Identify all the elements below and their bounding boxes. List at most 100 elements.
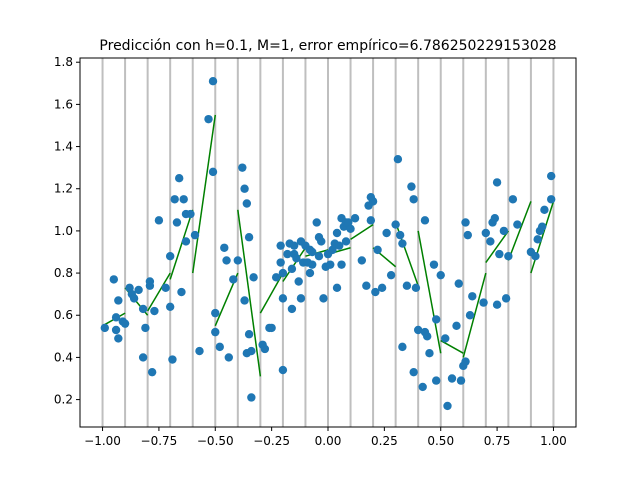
data-point-47	[240, 184, 249, 193]
data-point-22	[165, 302, 175, 312]
x-axis: −1.00 −0.75 −0.50 −0.25 0.00 0.25 0.50 0.75 1.00	[84, 427, 567, 448]
data-point-118	[398, 342, 407, 352]
data-point-64	[278, 365, 288, 375]
data-point-62	[278, 268, 288, 278]
data-point-81	[308, 247, 317, 257]
data-point-130	[429, 260, 439, 269]
data-point-26	[175, 173, 184, 183]
fit-segment-18	[507, 201, 532, 261]
data-point-48	[242, 199, 252, 208]
x-tick-label-0: −1.00	[84, 434, 121, 448]
data-point-163	[537, 222, 547, 231]
data-point-148	[486, 237, 495, 246]
y-tick-label-0: 0.2	[54, 393, 73, 407]
data-point-67	[287, 304, 297, 314]
data-point-158	[513, 220, 522, 229]
data-point-133	[436, 270, 445, 280]
data-point-144	[465, 311, 475, 320]
data-point-107	[366, 216, 376, 225]
data-point-7	[120, 319, 130, 328]
data-point-89	[326, 260, 335, 269]
data-point-115	[393, 155, 403, 164]
data-point-83	[314, 252, 324, 261]
data-point-31	[186, 209, 195, 219]
data-point-141	[461, 357, 470, 366]
fit-segment-4	[191, 114, 217, 274]
fit-segment-16	[462, 272, 487, 358]
fit-segment-2	[146, 272, 171, 312]
data-point-121	[409, 195, 418, 204]
fit-segment-8	[282, 247, 307, 282]
data-point-116	[395, 230, 405, 240]
data-point-152	[492, 300, 502, 309]
data-point-5	[114, 334, 123, 343]
data-point-100	[344, 218, 353, 227]
data-point-45	[238, 163, 247, 172]
data-point-139	[456, 376, 466, 385]
data-point-150	[490, 214, 500, 223]
partition-lines	[101, 58, 555, 427]
data-point-143	[463, 230, 472, 240]
data-point-42	[224, 353, 233, 362]
fit-segment-14	[417, 230, 442, 354]
data-point-138	[454, 279, 463, 288]
plot-area	[100, 58, 556, 427]
data-point-113	[386, 270, 396, 280]
y-tick-label-5: 1.2	[54, 182, 73, 196]
data-point-99	[341, 237, 351, 246]
data-point-114	[391, 220, 400, 229]
data-point-108	[368, 197, 378, 206]
data-point-125	[418, 382, 427, 392]
data-point-73	[296, 294, 306, 303]
fit-segment-3	[169, 209, 194, 280]
data-point-80	[308, 260, 317, 269]
data-point-46	[240, 296, 249, 305]
data-point-166	[547, 195, 556, 204]
data-point-109	[371, 287, 380, 297]
data-point-72	[294, 277, 303, 286]
x-tick-label-7: 0.75	[484, 434, 511, 448]
x-tick-label-1: −0.75	[141, 434, 178, 448]
x-tick-label-3: −0.25	[253, 434, 290, 448]
fit-segment-11	[350, 223, 374, 240]
data-point-85	[317, 237, 326, 246]
data-point-50	[244, 330, 254, 339]
data-point-39	[215, 342, 224, 352]
data-point-86	[319, 294, 328, 303]
data-point-29	[181, 237, 191, 246]
data-point-19	[154, 216, 164, 225]
data-point-2	[111, 313, 121, 322]
data-point-71	[292, 254, 301, 263]
data-point-124	[413, 325, 423, 335]
data-point-93	[332, 228, 342, 238]
data-point-117	[398, 239, 407, 248]
data-point-37	[211, 327, 220, 337]
data-point-160	[531, 252, 540, 261]
data-point-65	[283, 249, 292, 259]
data-point-52	[247, 393, 256, 402]
data-point-92	[332, 283, 342, 293]
data-point-110	[373, 245, 382, 255]
data-point-165	[547, 171, 556, 181]
data-point-61	[276, 258, 285, 267]
data-point-94	[335, 241, 344, 250]
data-point-136	[447, 374, 457, 383]
data-point-112	[382, 228, 391, 238]
data-point-151	[492, 178, 502, 187]
data-point-41	[222, 256, 231, 265]
y-tick-label-7: 1.6	[54, 97, 73, 111]
data-point-53	[247, 346, 256, 356]
data-point-155	[501, 294, 511, 303]
data-point-23	[168, 355, 177, 364]
data-point-25	[172, 218, 182, 227]
data-point-54	[249, 273, 258, 282]
data-point-96	[337, 260, 346, 269]
x-tick-label-5: 0.25	[371, 434, 398, 448]
x-tick-label-4: 0.00	[315, 434, 342, 448]
data-point-21	[165, 252, 175, 261]
data-point-119	[402, 281, 412, 290]
data-point-147	[481, 228, 491, 238]
data-point-16	[145, 281, 155, 290]
y-tick-label-2: 0.6	[54, 308, 73, 322]
data-point-82	[312, 218, 321, 227]
